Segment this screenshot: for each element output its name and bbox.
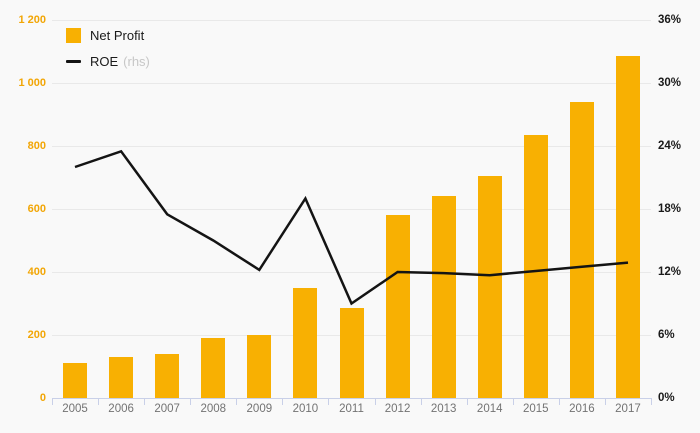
net-profit-bar-2005 (63, 363, 88, 398)
x-axis-tick (282, 398, 284, 405)
net-profit-bar-2014 (477, 175, 502, 398)
x-axis-tick (190, 398, 192, 405)
y-axis-left-label-400: 400 (27, 266, 46, 278)
y-axis-right-label-6: 6% (658, 329, 675, 341)
x-axis-tick (236, 398, 238, 405)
legend: Net Profit ROE (rhs) (66, 24, 150, 76)
x-axis-label-2016: 2016 (569, 403, 595, 415)
net-profit-bar-2015 (523, 134, 548, 398)
legend-label-net-profit: Net Profit (90, 27, 145, 43)
y-axis-right-label-36: 36% (658, 14, 682, 26)
x-axis-label-2013: 2013 (430, 403, 457, 415)
legend-label-roe: ROE (90, 53, 119, 69)
roe-line-path (74, 149, 629, 306)
y-axis-left-label-200: 200 (27, 329, 46, 341)
x-axis-tick (98, 398, 100, 405)
x-axis-label-2005: 2005 (62, 403, 88, 415)
x-axis-tick (52, 398, 53, 405)
x-axis-label-2014: 2014 (476, 403, 503, 415)
net-profit-bar-2009 (247, 335, 272, 398)
x-axis-tick (512, 398, 514, 405)
x-axis-label-2007: 2007 (154, 403, 180, 415)
net-profit-bar-2010 (293, 287, 318, 398)
roe-swatch-icon (66, 59, 81, 63)
y-axis-right-label-12: 12% (658, 266, 682, 278)
net-profit-bar-2011 (339, 308, 364, 398)
net-profit-bar-2006 (109, 357, 134, 398)
roe-line (74, 149, 629, 306)
x-axis-tick (604, 398, 606, 405)
y-axis-right-label-18: 18% (658, 203, 682, 215)
y-axis-right-label-0: 0% (658, 392, 675, 404)
y-axis-right-label-24: 24% (658, 140, 682, 152)
x-axis-tick (466, 398, 468, 405)
gridline-1200 (52, 20, 651, 21)
x-axis-label-2011: 2011 (339, 403, 364, 415)
net-profit-bar-2017 (615, 56, 640, 398)
x-axis-label-2006: 2006 (108, 403, 134, 415)
x-axis-label-2015: 2015 (523, 403, 549, 415)
y-axis-left-label-800: 800 (27, 140, 46, 152)
x-axis-label-2008: 2008 (200, 403, 227, 415)
net-profit-bar-2013 (431, 196, 456, 398)
x-axis-label-2010: 2010 (292, 403, 319, 415)
x-axis-label-2009: 2009 (246, 403, 273, 415)
gridline-1000 (52, 83, 651, 84)
y-axis-left-label-600: 600 (27, 203, 46, 215)
gridline-400 (52, 272, 651, 273)
x-axis-tick (558, 398, 560, 405)
x-axis-label-2012: 2012 (384, 403, 411, 415)
gridline-600 (52, 209, 651, 210)
net-profit-bar-2012 (385, 215, 410, 398)
y-axis-right-label-30: 30% (658, 77, 682, 89)
x-axis-tick (144, 398, 146, 405)
legend-item-roe: ROE (rhs) (66, 50, 150, 72)
plot-area (52, 20, 651, 399)
net-profit-swatch-icon (66, 27, 81, 43)
gridline-800 (52, 146, 651, 147)
x-axis-tick (374, 398, 376, 405)
legend-item-net-profit: Net Profit (66, 24, 150, 46)
net-profit-bar-2016 (569, 101, 594, 398)
y-axis-left-label-0: 0 (39, 392, 46, 404)
net-profit-bar-2008 (201, 338, 226, 398)
x-axis-tick (651, 398, 652, 405)
y-axis-left-label-1200: 1 200 (18, 14, 46, 26)
legend-label-roe-suffix: (rhs) (123, 53, 150, 69)
y-axis-left-label-1000: 1 000 (18, 77, 46, 89)
x-axis-tick (420, 398, 422, 405)
x-axis-label-2017: 2017 (615, 403, 641, 415)
x-axis-tick (328, 398, 330, 405)
x-axis-line (52, 398, 651, 399)
net-profit-bar-2007 (155, 353, 180, 398)
